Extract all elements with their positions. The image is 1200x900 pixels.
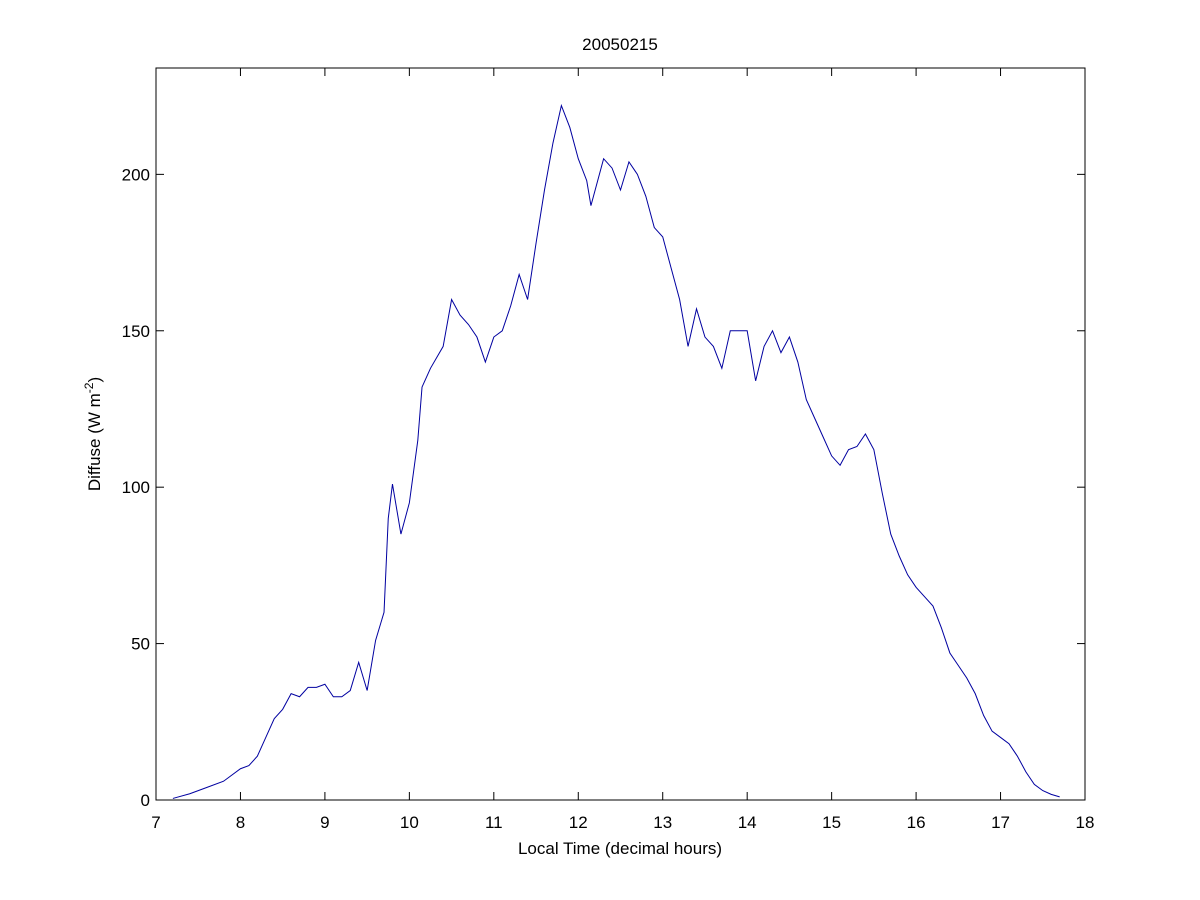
y-label-sup: -2 [82, 382, 96, 393]
y-label-text: Diffuse (W m [85, 393, 104, 491]
x-tick-label: 9 [320, 813, 329, 832]
chart-title: 20050215 [582, 35, 658, 54]
x-tick-label: 13 [653, 813, 672, 832]
x-tick-label: 12 [569, 813, 588, 832]
y-tick-label: 0 [141, 791, 150, 810]
data-line [172, 103, 1060, 799]
x-tick-label: 11 [485, 813, 503, 832]
x-tick-label: 8 [236, 813, 245, 832]
x-tick-label: 17 [991, 813, 1010, 832]
plot-area [155, 67, 1086, 801]
y-tick-label: 200 [122, 165, 150, 184]
x-tick-label: 10 [400, 813, 419, 832]
x-tick-label: 15 [822, 813, 841, 832]
x-axis-label: Local Time (decimal hours) [518, 839, 722, 858]
y-tick-label: 50 [131, 635, 150, 654]
x-tick-label: 16 [907, 813, 926, 832]
x-tick-label: 14 [738, 813, 757, 832]
x-tick-label: 18 [1076, 813, 1095, 832]
y-axis-label: Diffuse (W m-2) [82, 377, 104, 491]
x-tick-label: 7 [151, 813, 160, 832]
y-tick-label: 100 [122, 478, 150, 497]
y-label-end: ) [85, 377, 104, 383]
y-tick-label: 150 [122, 322, 150, 341]
